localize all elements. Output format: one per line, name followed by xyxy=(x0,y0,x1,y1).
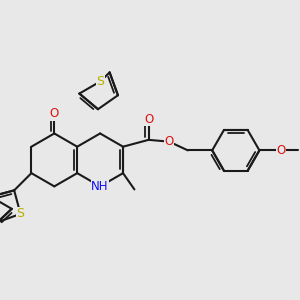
Text: O: O xyxy=(144,113,153,126)
Text: O: O xyxy=(50,107,59,120)
Text: O: O xyxy=(277,144,286,157)
Text: NH: NH xyxy=(92,180,109,193)
Text: O: O xyxy=(164,135,174,148)
Text: S: S xyxy=(96,75,104,88)
Text: S: S xyxy=(16,207,25,220)
